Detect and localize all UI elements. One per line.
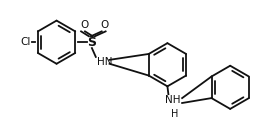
Text: O: O (80, 19, 88, 30)
Text: HN: HN (97, 57, 112, 67)
Text: O: O (101, 19, 109, 30)
Text: H: H (171, 109, 178, 119)
Text: NH: NH (165, 95, 180, 105)
Text: Cl: Cl (21, 37, 31, 47)
Text: S: S (87, 36, 96, 49)
